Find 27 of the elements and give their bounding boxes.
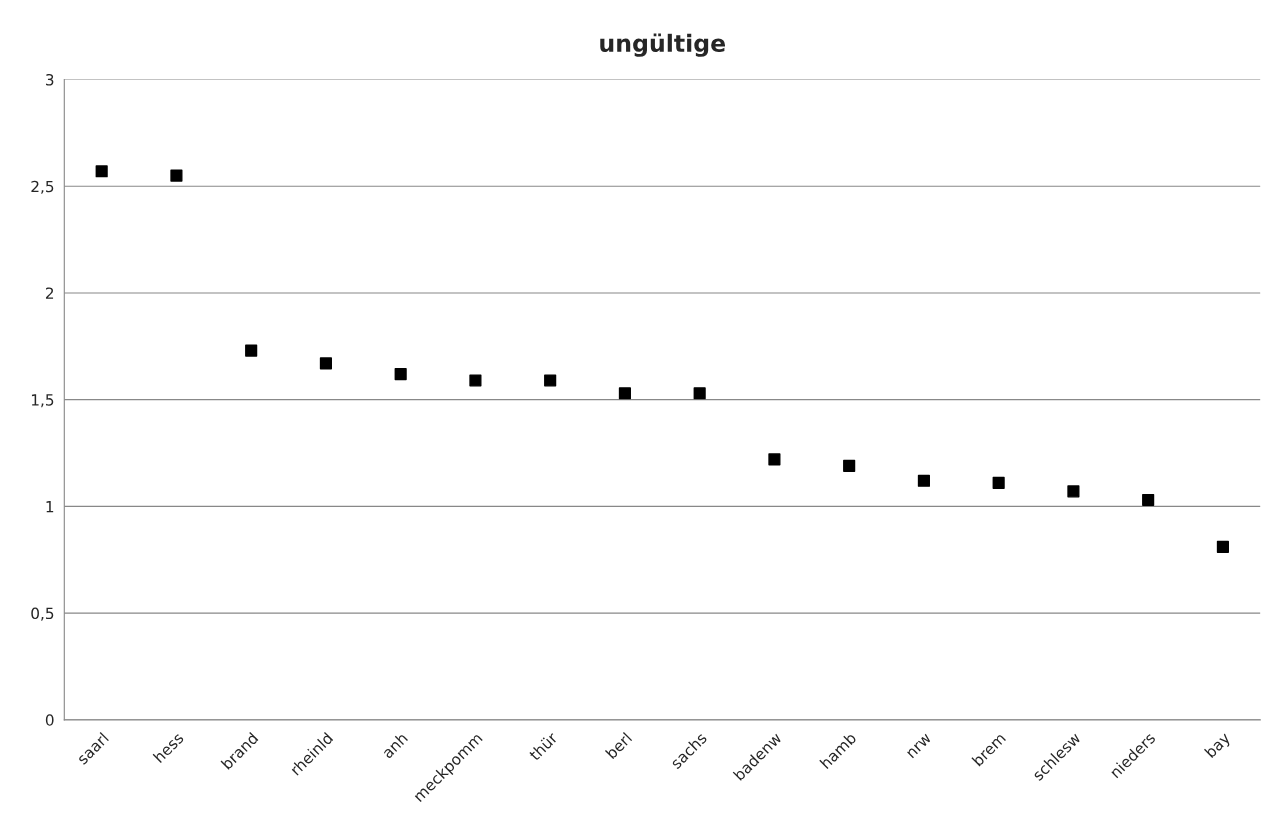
y-tick-label: 0,5 (31, 607, 54, 621)
point (469, 374, 482, 387)
point (843, 459, 856, 472)
point (1216, 540, 1229, 554)
y-tick-label: 3 (46, 73, 54, 86)
point (1142, 493, 1155, 507)
point (394, 367, 407, 381)
point (544, 374, 557, 387)
y-tick-label: 2,5 (31, 180, 54, 194)
y-tick-label: 1 (46, 501, 54, 513)
x-tick-label: nrw (906, 733, 932, 759)
point (245, 344, 258, 357)
point (768, 453, 781, 466)
y-tick-label: 2 (45, 287, 54, 299)
point (1067, 485, 1080, 498)
point (319, 357, 332, 370)
x-tick-label: bay (1204, 731, 1234, 761)
chart-title: ungültige (600, 33, 726, 57)
point (618, 387, 631, 400)
point (917, 474, 930, 487)
point (170, 169, 183, 182)
point (95, 165, 108, 178)
x-tick-label: anh (381, 731, 409, 759)
y-tick-label: 0 (45, 714, 54, 726)
point (992, 476, 1005, 489)
point (693, 387, 706, 400)
y-tick-label: 1,5 (31, 394, 54, 408)
